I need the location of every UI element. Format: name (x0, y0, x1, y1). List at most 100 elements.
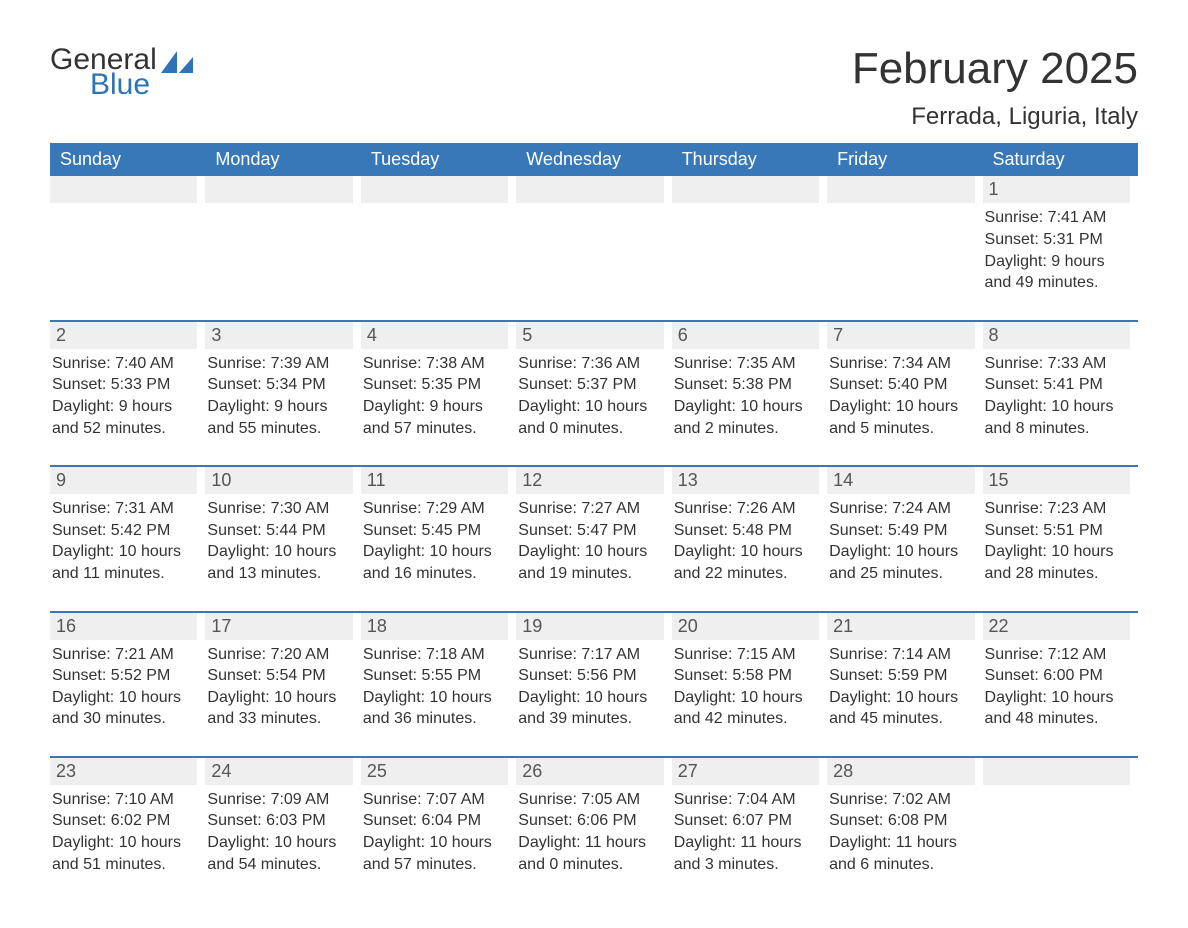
day-details: Sunrise: 7:41 AMSunset: 5:31 PMDaylight:… (983, 207, 1130, 293)
sunset-text: Sunset: 5:48 PM (674, 520, 819, 542)
sunrise-text: Sunrise: 7:30 AM (207, 498, 352, 520)
sunset-text: Sunset: 5:54 PM (207, 665, 352, 687)
day-details: Sunrise: 7:35 AMSunset: 5:38 PMDaylight:… (672, 353, 819, 439)
sunset-text: Sunset: 5:35 PM (363, 374, 508, 396)
day-number: 1 (983, 176, 1130, 203)
day-cell: 19Sunrise: 7:17 AMSunset: 5:56 PMDayligh… (516, 613, 671, 738)
sunset-text: Sunset: 6:07 PM (674, 810, 819, 832)
day-cell: 14Sunrise: 7:24 AMSunset: 5:49 PMDayligh… (827, 467, 982, 592)
day-number: 9 (50, 467, 197, 494)
sunrise-text: Sunrise: 7:15 AM (674, 644, 819, 666)
day-details: Sunrise: 7:10 AMSunset: 6:02 PMDaylight:… (50, 789, 197, 875)
day-number (516, 176, 663, 203)
day-cell: 15Sunrise: 7:23 AMSunset: 5:51 PMDayligh… (983, 467, 1138, 592)
daylight-text: Daylight: 10 hours and 16 minutes. (363, 541, 508, 584)
day-number: 6 (672, 322, 819, 349)
daylight-text: Daylight: 10 hours and 11 minutes. (52, 541, 197, 584)
daylight-text: Daylight: 10 hours and 19 minutes. (518, 541, 663, 584)
sunset-text: Sunset: 5:34 PM (207, 374, 352, 396)
daylight-text: Daylight: 10 hours and 0 minutes. (518, 396, 663, 439)
daylight-text: Daylight: 10 hours and 36 minutes. (363, 687, 508, 730)
day-cell: 24Sunrise: 7:09 AMSunset: 6:03 PMDayligh… (205, 758, 360, 883)
sunset-text: Sunset: 5:45 PM (363, 520, 508, 542)
day-number: 7 (827, 322, 974, 349)
sunset-text: Sunset: 5:56 PM (518, 665, 663, 687)
day-cell: 4Sunrise: 7:38 AMSunset: 5:35 PMDaylight… (361, 322, 516, 447)
week-row: 1 Sunrise: 7:41 AMSunset: 5:31 PMDaylight… (50, 176, 1138, 301)
week-row: 9Sunrise: 7:31 AMSunset: 5:42 PMDaylight… (50, 465, 1138, 592)
sunrise-text: Sunrise: 7:21 AM (52, 644, 197, 666)
daylight-text: Daylight: 10 hours and 8 minutes. (985, 396, 1130, 439)
day-cell: 12Sunrise: 7:27 AMSunset: 5:47 PMDayligh… (516, 467, 671, 592)
daylight-text: Daylight: 10 hours and 45 minutes. (829, 687, 974, 730)
sunrise-text: Sunrise: 7:14 AM (829, 644, 974, 666)
sunrise-text: Sunrise: 7:18 AM (363, 644, 508, 666)
day-details: Sunrise: 7:26 AMSunset: 5:48 PMDaylight:… (672, 498, 819, 584)
day-cell-empty (205, 176, 360, 301)
day-cell: 22Sunrise: 7:12 AMSunset: 6:00 PMDayligh… (983, 613, 1138, 738)
day-cell: 26 Sunrise: 7:05 AMSunset: 6:06 PMDayligh… (516, 758, 671, 883)
daylight-text: Daylight: 9 hours and 52 minutes. (52, 396, 197, 439)
day-details: Sunrise: 7:20 AMSunset: 5:54 PMDaylight:… (205, 644, 352, 730)
day-cell-empty (516, 176, 671, 301)
day-details: Sunrise: 7:29 AMSunset: 5:45 PMDaylight:… (361, 498, 508, 584)
sunrise-text: Sunrise: 7:23 AM (985, 498, 1130, 520)
day-details: Sunrise: 7:04 AMSunset: 6:07 PMDaylight:… (672, 789, 819, 875)
sunset-text: Sunset: 6:00 PM (985, 665, 1130, 687)
day-details: Sunrise: 7:14 AMSunset: 5:59 PMDaylight:… (827, 644, 974, 730)
sunrise-text: Sunrise: 7:31 AM (52, 498, 197, 520)
day-details: Sunrise: 7:24 AMSunset: 5:49 PMDaylight:… (827, 498, 974, 584)
sunrise-text: Sunrise: 7:20 AM (207, 644, 352, 666)
day-details: Sunrise: 7:07 AMSunset: 6:04 PMDaylight:… (361, 789, 508, 875)
location-subtitle: Ferrada, Liguria, Italy (852, 103, 1138, 131)
sunset-text: Sunset: 5:49 PM (829, 520, 974, 542)
day-number: 8 (983, 322, 1130, 349)
daylight-text: Daylight: 11 hours and 6 minutes. (829, 832, 974, 875)
day-details: Sunrise: 7:18 AMSunset: 5:55 PMDaylight:… (361, 644, 508, 730)
day-number (361, 176, 508, 203)
day-number: 23 (50, 758, 197, 785)
day-number: 5 (516, 322, 663, 349)
sunrise-text: Sunrise: 7:02 AM (829, 789, 974, 811)
day-details: Sunrise: 7:27 AMSunset: 5:47 PMDaylight:… (516, 498, 663, 584)
day-number: 10 (205, 467, 352, 494)
day-number: 17 (205, 613, 352, 640)
day-details: Sunrise: 7:34 AMSunset: 5:40 PMDaylight:… (827, 353, 974, 439)
day-cell: 8Sunrise: 7:33 AMSunset: 5:41 PMDaylight… (983, 322, 1138, 447)
calendar: SundayMondayTuesdayWednesdayThursdayFrid… (50, 143, 1138, 883)
daylight-text: Daylight: 10 hours and 39 minutes. (518, 687, 663, 730)
day-cell: 28 Sunrise: 7:02 AMSunset: 6:08 PMDayligh… (827, 758, 982, 883)
sunrise-text: Sunrise: 7:38 AM (363, 353, 508, 375)
daylight-text: Daylight: 10 hours and 2 minutes. (674, 396, 819, 439)
day-cell: 11Sunrise: 7:29 AMSunset: 5:45 PMDayligh… (361, 467, 516, 592)
day-details: Sunrise: 7:05 AMSunset: 6:06 PMDaylight:… (516, 789, 663, 875)
day-cell: 1 Sunrise: 7:41 AMSunset: 5:31 PMDaylight… (983, 176, 1138, 301)
sunset-text: Sunset: 5:51 PM (985, 520, 1130, 542)
sunrise-text: Sunrise: 7:27 AM (518, 498, 663, 520)
day-details: Sunrise: 7:15 AMSunset: 5:58 PMDaylight:… (672, 644, 819, 730)
sunset-text: Sunset: 5:44 PM (207, 520, 352, 542)
weekday-saturday: Saturday (983, 143, 1138, 176)
sunset-text: Sunset: 6:03 PM (207, 810, 352, 832)
day-number: 13 (672, 467, 819, 494)
sunrise-text: Sunrise: 7:24 AM (829, 498, 974, 520)
daylight-text: Daylight: 9 hours and 49 minutes. (985, 251, 1130, 294)
weekday-monday: Monday (205, 143, 360, 176)
day-cell: 25Sunrise: 7:07 AMSunset: 6:04 PMDayligh… (361, 758, 516, 883)
day-number: 26 (516, 758, 663, 785)
day-number: 27 (672, 758, 819, 785)
day-details: Sunrise: 7:02 AMSunset: 6:08 PMDaylight:… (827, 789, 974, 875)
day-cell: 5Sunrise: 7:36 AMSunset: 5:37 PMDaylight… (516, 322, 671, 447)
day-number (672, 176, 819, 203)
sunset-text: Sunset: 5:31 PM (985, 229, 1130, 251)
title-block: February 2025 Ferrada, Liguria, Italy (852, 45, 1138, 131)
day-number: 19 (516, 613, 663, 640)
sunset-text: Sunset: 6:02 PM (52, 810, 197, 832)
day-cell: 2Sunrise: 7:40 AMSunset: 5:33 PMDaylight… (50, 322, 205, 447)
day-number: 28 (827, 758, 974, 785)
day-details: Sunrise: 7:40 AMSunset: 5:33 PMDaylight:… (50, 353, 197, 439)
weekday-friday: Friday (827, 143, 982, 176)
brand-logo: General Blue (50, 45, 195, 100)
month-title: February 2025 (852, 45, 1138, 93)
sunrise-text: Sunrise: 7:09 AM (207, 789, 352, 811)
